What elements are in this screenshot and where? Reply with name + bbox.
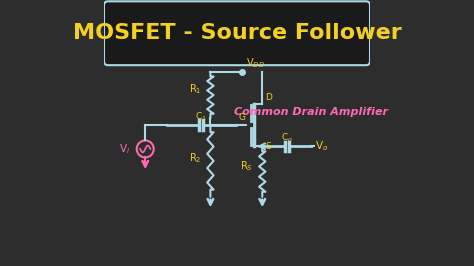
Text: V$_{DD}$: V$_{DD}$: [246, 57, 264, 70]
Text: D: D: [265, 93, 272, 102]
Text: C$_o$: C$_o$: [281, 131, 293, 144]
Text: V$_o$: V$_o$: [315, 139, 328, 153]
Text: V$_i$: V$_i$: [119, 142, 131, 156]
Text: R$_1$: R$_1$: [189, 82, 201, 96]
Text: MOSFET - Source Follower: MOSFET - Source Follower: [73, 23, 401, 43]
FancyBboxPatch shape: [104, 1, 370, 65]
Text: G: G: [238, 113, 246, 122]
Text: R$_2$: R$_2$: [189, 151, 201, 165]
Text: R$_S$: R$_S$: [240, 159, 253, 173]
Text: Common Drain Amplifier: Common Drain Amplifier: [235, 107, 389, 117]
Text: S: S: [265, 142, 271, 151]
Text: C$_1$: C$_1$: [195, 110, 207, 123]
